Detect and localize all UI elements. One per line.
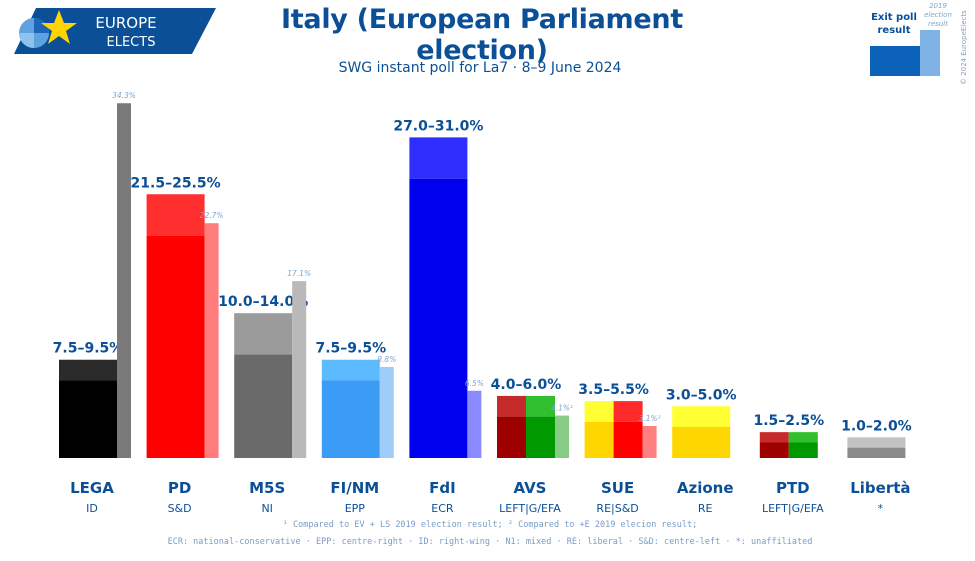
data-label: 7.5–9.5% <box>53 341 124 357</box>
bar <box>59 380 117 458</box>
party-group-sue: 3.5–5.5% 3.1%² SUE RE|S&D <box>578 382 660 515</box>
data-label: 27.0–31.0% <box>393 118 483 134</box>
footnote-comparison: ¹ Compared to EV + LS 2019 election resu… <box>282 520 698 530</box>
party-group-label: RE <box>698 502 713 515</box>
legend-previous-swatch <box>920 30 940 76</box>
footnote-groups: ECR: national-conservative · EPP: centre… <box>167 537 813 547</box>
previous-result-bar <box>204 223 219 458</box>
data-label: 4.0–6.0% <box>491 377 562 393</box>
bar-range-band <box>59 359 117 381</box>
party-group-label: S&D <box>168 502 192 515</box>
bar <box>847 447 906 458</box>
data-label: 21.5–25.5% <box>131 175 221 191</box>
bar <box>497 416 526 458</box>
bar-range-band <box>759 432 789 443</box>
bar-range-band <box>409 137 468 179</box>
legend-exit-poll-label: Exit poll result <box>871 12 917 36</box>
party-group-ptd: 1.5–2.5% PTD LEFT|G/EFA <box>753 413 824 515</box>
party-name: PTD <box>776 479 810 497</box>
previous-result-label: 17.1% <box>287 269 311 278</box>
party-group-lega: 7.5–9.5% 34.3% LEGA ID <box>53 91 136 515</box>
party-group-fdi: 27.0–31.0% 6.5% FdI ECR <box>393 118 484 515</box>
legend-exit-poll-swatch <box>870 46 920 76</box>
previous-result-label: 8.8% <box>377 355 396 364</box>
previous-result-label: 3.1%² <box>639 414 661 423</box>
previous-result-bar <box>117 103 131 459</box>
party-name: PD <box>168 479 191 497</box>
bar-range-band <box>497 395 526 417</box>
bar <box>584 421 614 458</box>
previous-result-label: 22.7% <box>200 211 224 220</box>
bar <box>759 442 789 458</box>
data-label: 3.5–5.5% <box>578 382 649 398</box>
party-group-fi-nm: 7.5–9.5%8.8% FI/NM EPP <box>315 341 396 515</box>
bar-range-band <box>672 406 731 427</box>
previous-result-bar <box>379 366 394 458</box>
bar-range-band <box>234 313 293 355</box>
bar-range-band <box>321 359 380 381</box>
previous-result-bar <box>555 415 569 458</box>
bar <box>526 416 555 458</box>
star-icon <box>41 10 77 44</box>
party-group-label: EPP <box>345 502 366 515</box>
bar <box>234 354 293 458</box>
party-group-label: * <box>878 502 884 515</box>
party-group-libert-: 1.0–2.0% Libertà * <box>841 418 912 515</box>
data-label: 3.0–5.0% <box>666 387 737 403</box>
bar <box>788 442 818 458</box>
bar <box>409 178 468 458</box>
party-group-avs: 4.0–6.0% 4.1%¹ AVS LEFT|G/EFA <box>491 377 573 515</box>
party-group-label: LEFT|G/EFA <box>762 502 824 515</box>
previous-result-bar <box>292 281 307 458</box>
legend-previous-label: 2019 election result <box>924 2 952 28</box>
bar <box>321 380 380 458</box>
party-name: Libertà <box>850 479 910 497</box>
brand-line1: EUROPE <box>95 14 156 32</box>
party-name: SUE <box>601 479 634 497</box>
chart-title: Italy (European Parliament election) <box>281 4 683 66</box>
party-group-label: ECR <box>431 502 454 515</box>
data-label: 7.5–9.5% <box>315 341 386 357</box>
party-group-azione: 3.0–5.0% Azione RE <box>666 387 737 515</box>
party-name: AVS <box>513 479 546 497</box>
bar <box>146 235 205 458</box>
previous-result-label: 34.3% <box>112 91 136 100</box>
party-group-m5s: 10.0–14.0% 17.1% M5S NI <box>218 269 311 515</box>
data-label: 10.0–14.0% <box>218 294 308 310</box>
bar-range-band <box>788 432 818 443</box>
party-group-label: RE|S&D <box>596 502 638 515</box>
bar-range-band <box>613 401 643 422</box>
previous-result-label: 6.5% <box>465 379 484 388</box>
party-name: LEGA <box>70 479 114 497</box>
party-group-label: ID <box>86 502 98 515</box>
legend: Exit poll result 2019 election result <box>870 2 952 76</box>
party-name: FI/NM <box>330 479 379 497</box>
party-group-label: LEFT|G/EFA <box>499 502 561 515</box>
party-group-label: NI <box>261 502 272 515</box>
bar-range-band <box>146 194 205 236</box>
bar <box>672 426 731 458</box>
brand-line2: ELECTS <box>107 35 156 50</box>
data-label: 1.0–2.0% <box>841 418 912 434</box>
party-name: FdI <box>429 479 456 497</box>
previous-result-bar <box>467 390 482 458</box>
previous-result-label: 4.1%¹ <box>551 404 573 413</box>
party-group-pd: 21.5–25.5% 22.7% PD S&D <box>131 175 224 515</box>
europe-elects-logo: EUROPE ELECTS <box>14 8 216 54</box>
previous-result-bar <box>642 425 657 458</box>
bar-range-band <box>847 437 906 448</box>
bar-range-band <box>526 395 555 417</box>
bar <box>613 421 643 458</box>
chart-subtitle: SWG instant poll for La7 · 8–9 June 2024 <box>338 60 622 76</box>
bar-range-band <box>584 401 614 422</box>
party-name: M5S <box>249 479 285 497</box>
data-label: 1.5–2.5% <box>753 413 824 429</box>
party-name: Azione <box>677 479 734 497</box>
